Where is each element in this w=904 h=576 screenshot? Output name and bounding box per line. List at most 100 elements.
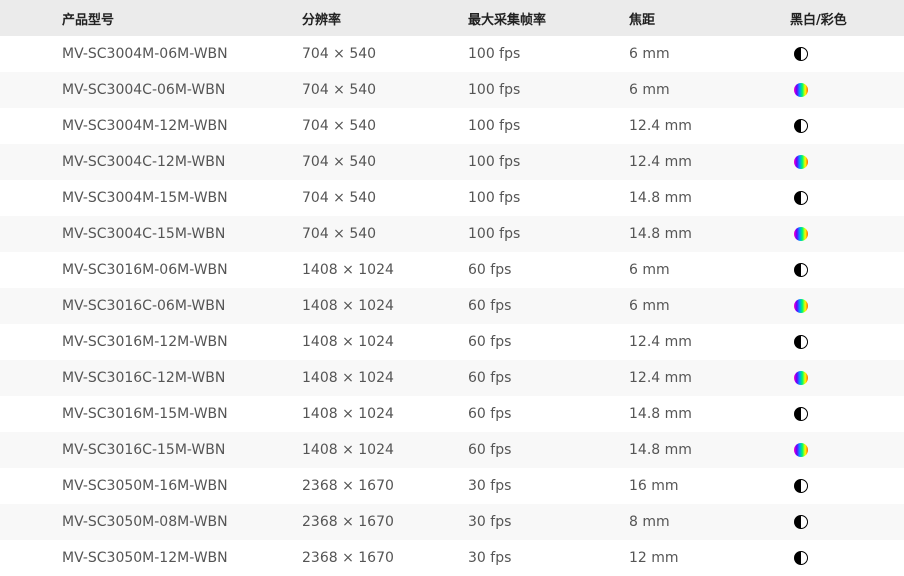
rainbow-circle-icon [794,299,808,313]
header-color-type: 黑白/彩色 [790,12,847,28]
cell-model: MV-SC3016C-12M-WBN [62,370,226,386]
cell-resolution: 704 × 540 [302,82,377,98]
cell-model: MV-SC3016C-15M-WBN [62,442,226,458]
cell-focal-length: 14.8 mm [629,406,692,422]
half-circle-bw-icon [794,191,808,205]
table-row: MV-SC3016C-15M-WBN 1408 × 1024 60 fps 14.8 … [0,432,904,468]
header-focal-length: 焦距 [629,12,656,28]
cell-fps: 60 fps [468,406,512,422]
half-circle-bw-icon [794,479,808,493]
table-row: MV-SC3016C-12M-WBN 1408 × 1024 60 fps 12.4 … [0,360,904,396]
table-row: MV-SC3016M-12M-WBN 1408 × 1024 60 fps 12.4 … [0,324,904,360]
cell-color-type [790,108,904,144]
cell-focal-length: 14.8 mm [629,190,692,206]
half-circle-bw-icon [794,263,808,277]
table-row: MV-SC3050M-12M-WBN 2368 × 1670 30 fps 12 mm [0,540,904,576]
cell-resolution: 704 × 540 [302,154,377,170]
cell-focal-length: 12 mm [629,550,679,566]
cell-focal-length: 6 mm [629,82,670,98]
half-circle-bw-icon [794,551,808,565]
cell-model: MV-SC3004M-12M-WBN [62,118,228,134]
cell-color-type [790,504,904,540]
cell-color-type [790,216,904,252]
cell-focal-length: 16 mm [629,478,679,494]
cell-resolution: 704 × 540 [302,118,377,134]
cell-color-type [790,324,904,360]
cell-model: MV-SC3050M-16M-WBN [62,478,228,494]
cell-fps: 100 fps [468,154,521,170]
cell-color-type [790,360,904,396]
cell-color-type [790,288,904,324]
table-row: MV-SC3004C-06M-WBN 704 × 540 100 fps 6 mm [0,72,904,108]
cell-resolution: 1408 × 1024 [302,442,394,458]
cell-model: MV-SC3004C-15M-WBN [62,226,226,242]
cell-focal-length: 14.8 mm [629,442,692,458]
cell-fps: 100 fps [468,46,521,62]
table-row: MV-SC3050M-16M-WBN 2368 × 1670 30 fps 16 mm [0,468,904,504]
cell-fps: 30 fps [468,550,512,566]
half-circle-bw-icon [794,515,808,529]
cell-focal-length: 12.4 mm [629,118,692,134]
rainbow-circle-icon [794,371,808,385]
cell-fps: 100 fps [468,226,521,242]
cell-model: MV-SC3016M-12M-WBN [62,334,228,350]
table-row: MV-SC3004M-12M-WBN 704 × 540 100 fps 12.4 m… [0,108,904,144]
rainbow-circle-icon [794,443,808,457]
table-row: MV-SC3004M-15M-WBN 704 × 540 100 fps 14.8 m… [0,180,904,216]
rainbow-circle-icon [794,155,808,169]
cell-model: MV-SC3016M-06M-WBN [62,262,228,278]
cell-focal-length: 12.4 mm [629,334,692,350]
cell-color-type [790,540,904,576]
cell-resolution: 1408 × 1024 [302,334,394,350]
cell-focal-length: 6 mm [629,262,670,278]
table-row: MV-SC3004M-06M-WBN 704 × 540 100 fps 6 mm [0,36,904,72]
cell-resolution: 704 × 540 [302,190,377,206]
rainbow-circle-icon [794,227,808,241]
table-row: MV-SC3050M-08M-WBN 2368 × 1670 30 fps 8 mm [0,504,904,540]
cell-model: MV-SC3004M-06M-WBN [62,46,228,62]
cell-model: MV-SC3004C-12M-WBN [62,154,226,170]
cell-fps: 60 fps [468,370,512,386]
half-circle-bw-icon [794,407,808,421]
cell-fps: 60 fps [468,334,512,350]
table-header-row: 产品型号 分辨率 最大采集帧率 焦距 黑白/彩色 [0,0,904,36]
cell-model: MV-SC3016C-06M-WBN [62,298,226,314]
table-row: MV-SC3016M-06M-WBN 1408 × 1024 60 fps 6 mm [0,252,904,288]
cell-focal-length: 8 mm [629,514,670,530]
cell-resolution: 704 × 540 [302,226,377,242]
table-row: MV-SC3016M-15M-WBN 1408 × 1024 60 fps 14.8 … [0,396,904,432]
cell-focal-length: 12.4 mm [629,370,692,386]
cell-model: MV-SC3004M-15M-WBN [62,190,228,206]
cell-model: MV-SC3004C-06M-WBN [62,82,226,98]
cell-resolution: 2368 × 1670 [302,514,394,530]
cell-fps: 100 fps [468,82,521,98]
cell-fps: 100 fps [468,190,521,206]
cell-focal-length: 12.4 mm [629,154,692,170]
cell-resolution: 1408 × 1024 [302,262,394,278]
cell-color-type [790,252,904,288]
cell-color-type [790,468,904,504]
half-circle-bw-icon [794,335,808,349]
cell-resolution: 1408 × 1024 [302,370,394,386]
cell-color-type [790,396,904,432]
cell-focal-length: 14.8 mm [629,226,692,242]
cell-fps: 30 fps [468,478,512,494]
table-row: MV-SC3004C-12M-WBN 704 × 540 100 fps 12.4 m… [0,144,904,180]
half-circle-bw-icon [794,47,808,61]
table-row: MV-SC3016C-06M-WBN 1408 × 1024 60 fps 6 mm [0,288,904,324]
cell-fps: 60 fps [468,298,512,314]
cell-fps: 100 fps [468,118,521,134]
cell-model: MV-SC3016M-15M-WBN [62,406,228,422]
cell-fps: 60 fps [468,442,512,458]
cell-resolution: 2368 × 1670 [302,478,394,494]
header-resolution: 分辨率 [302,12,342,28]
cell-fps: 30 fps [468,514,512,530]
cell-resolution: 1408 × 1024 [302,298,394,314]
header-model: 产品型号 [62,12,115,28]
cell-model: MV-SC3050M-12M-WBN [62,550,228,566]
cell-resolution: 1408 × 1024 [302,406,394,422]
cell-resolution: 2368 × 1670 [302,550,394,566]
header-fps: 最大采集帧率 [468,12,547,28]
cell-color-type [790,144,904,180]
